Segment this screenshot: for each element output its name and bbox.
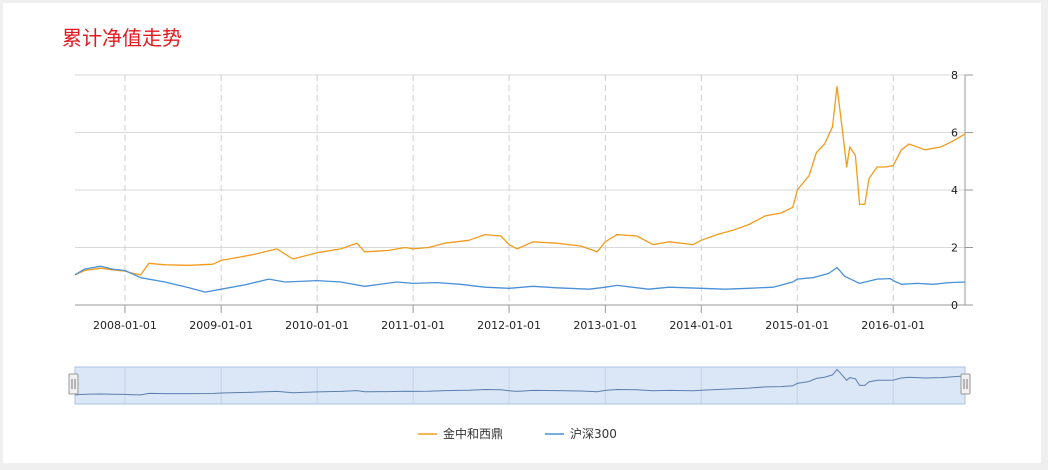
chart-title: 累计净值走势: [62, 26, 182, 50]
x-tick-label: 2012-01-01: [477, 319, 541, 332]
series-line-1: [74, 85, 966, 276]
y-tick-label: 8: [951, 69, 958, 82]
navigator-line: [74, 368, 966, 396]
x-tick-label: 2013-01-01: [573, 319, 637, 332]
y-tick-label: 4: [951, 184, 958, 197]
x-tick-label: 2009-01-01: [189, 319, 253, 332]
x-ticks: 2008-01-01 2009-01-01 2010-01-01 2011-01-01…: [93, 305, 925, 332]
series-line-2: [74, 265, 966, 293]
legend: 金中和西鼎 沪深300: [418, 426, 617, 441]
y-grid: [75, 74, 965, 306]
navigator-series: [74, 367, 966, 404]
x-tick-label: 2011-01-01: [381, 319, 445, 332]
x-tick-label: 2015-01-01: [765, 319, 829, 332]
navigator-handle-right[interactable]: [960, 373, 971, 395]
x-tick-label: 2016-01-01: [861, 319, 925, 332]
y-tick-label: 6: [951, 127, 958, 140]
navigator[interactable]: [68, 366, 971, 405]
x-tick-label: 2008-01-01: [93, 319, 157, 332]
navigator-selection[interactable]: [74, 366, 966, 405]
navigator-handle-left[interactable]: [68, 373, 79, 395]
y-tick-label: 2: [951, 242, 958, 255]
legend-item-series-2[interactable]: 沪深300: [545, 427, 617, 441]
legend-label-series-1: 金中和西鼎: [443, 426, 503, 441]
x-tick-label: 2010-01-01: [285, 319, 349, 332]
series-layer: [74, 85, 966, 293]
x-grid: [124, 75, 894, 305]
y-tick-label: 0: [951, 299, 958, 312]
legend-item-series-1[interactable]: 金中和西鼎: [418, 426, 503, 441]
legend-label-series-2: 沪深300: [570, 427, 617, 441]
y-ticks: 0 2 4 6 8: [951, 69, 973, 312]
x-tick-label: 2014-01-01: [669, 319, 733, 332]
